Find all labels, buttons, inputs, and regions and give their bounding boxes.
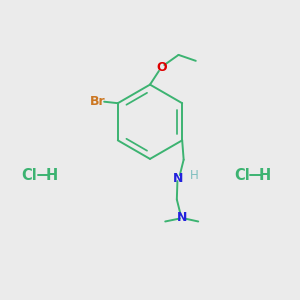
Text: N: N bbox=[173, 172, 184, 184]
Text: N: N bbox=[177, 212, 188, 224]
Text: Br: Br bbox=[90, 95, 105, 108]
Text: Cl: Cl bbox=[234, 168, 250, 183]
Text: H: H bbox=[46, 168, 58, 183]
Text: Cl: Cl bbox=[22, 168, 38, 183]
Text: O: O bbox=[156, 61, 166, 74]
Text: H: H bbox=[190, 169, 199, 182]
Text: H: H bbox=[258, 168, 271, 183]
